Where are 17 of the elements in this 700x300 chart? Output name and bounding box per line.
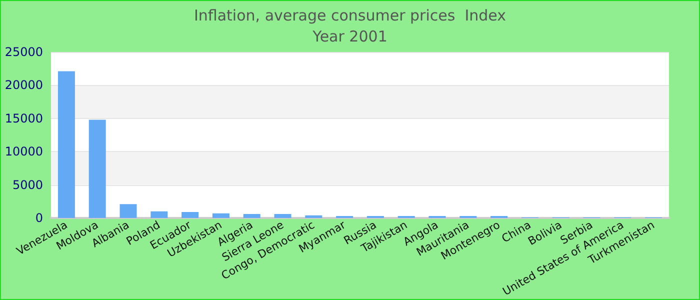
- y-tick-label: 20000: [4, 78, 43, 92]
- y-tick-label: 25000: [4, 45, 43, 59]
- bar: [120, 204, 137, 218]
- y-tick-label: 5000: [12, 178, 43, 192]
- chart-title: Inflation, average consumer prices Index: [194, 6, 506, 24]
- bar: [150, 211, 168, 218]
- y-tick-label: 10000: [4, 144, 43, 159]
- bar: [305, 215, 322, 218]
- y-tick-label: 0: [35, 211, 43, 226]
- bar: [88, 120, 106, 218]
- bar: [212, 213, 230, 218]
- bar: [274, 214, 292, 218]
- bar: [243, 214, 260, 218]
- bar: [182, 212, 199, 218]
- y-tick-label: 15000: [4, 111, 43, 126]
- chart-subtitle: Year 2001: [312, 28, 388, 46]
- bar: [58, 71, 75, 218]
